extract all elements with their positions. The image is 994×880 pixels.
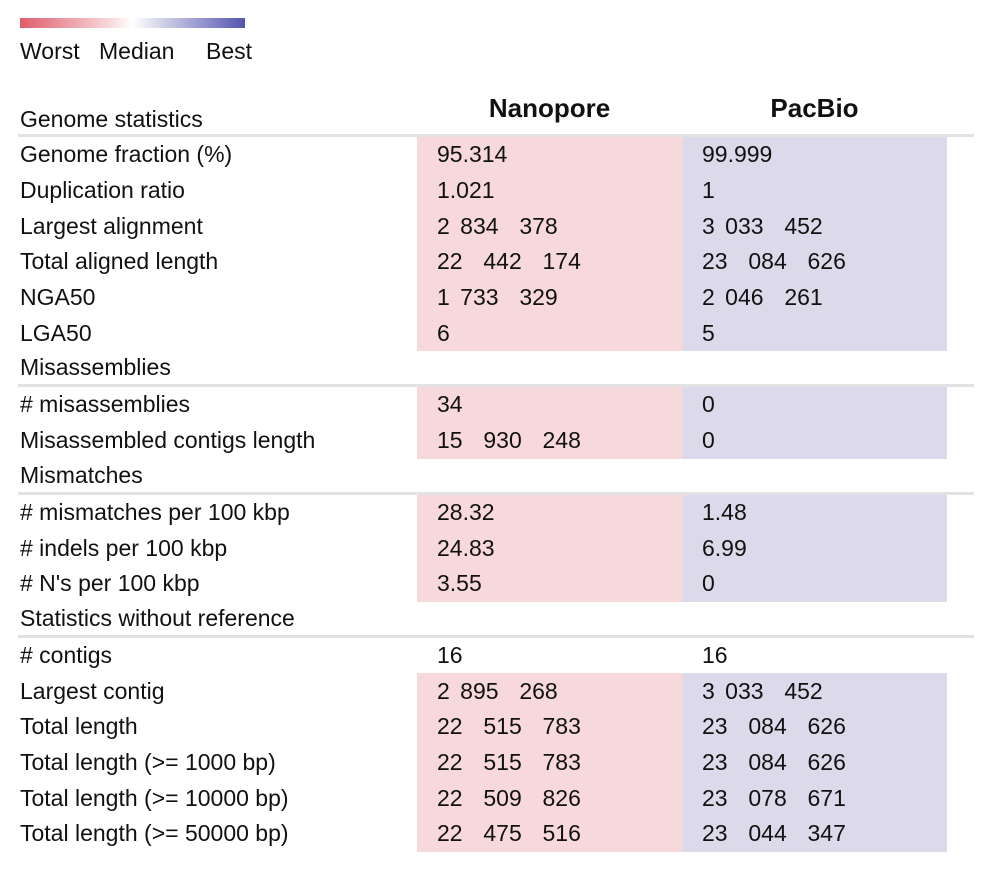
column-header-pacbio[interactable]: PacBio (770, 93, 859, 123)
table-row: LGA50 6 5 (18, 315, 974, 352)
table-row: Total length 22 515 783 23 084 626 (18, 708, 974, 745)
table-row: # contigs 16 16 (18, 638, 974, 674)
column-header-nanopore[interactable]: Nanopore (488, 93, 611, 123)
metric-label: NGA50 (20, 284, 96, 311)
metric-value-pacbio: 1 (682, 172, 947, 209)
metric-label: # N's per 100 kbp (20, 570, 200, 597)
table-row: # mismatches per 100 kbp 28.32 1.48 (18, 494, 974, 531)
legend-median-label: Median (99, 38, 175, 64)
section-title: Genome statistics (20, 106, 203, 132)
metric-value-nanopore: 2 895 268 (417, 673, 682, 709)
section-title: Statistics without reference (18, 602, 974, 638)
table-row: Largest contig 2 895 268 3 033 452 (18, 673, 974, 709)
metric-label: Total length (>= 1000 bp) (20, 748, 276, 775)
legend-gradient-bar (20, 18, 245, 28)
metric-value-pacbio: 23 078 671 (682, 780, 947, 816)
table-row: Largest alignment 2 834 378 3 033 452 (18, 208, 974, 245)
table-row: # misassemblies 34 0 (18, 387, 974, 423)
metric-value-nanopore: 1.021 (417, 172, 682, 209)
metric-value-nanopore: 22 515 783 (417, 708, 682, 745)
table-row: Total length (>= 1000 bp) 22 515 783 23 08… (18, 744, 974, 781)
metric-value-pacbio: 16 (702, 641, 728, 668)
metric-label: # indels per 100 kbp (20, 534, 228, 561)
metric-label: Genome fraction (%) (20, 141, 233, 168)
metric-value-nanopore: 22 475 516 (417, 816, 682, 852)
legend-labels: Worst Median Best (20, 38, 260, 68)
metric-label: Misassembled contigs length (20, 427, 316, 454)
heatmap-legend: Worst Median Best (20, 18, 260, 68)
table-row: # indels per 100 kbp 24.83 6.99 (18, 530, 974, 566)
metric-value-nanopore: 22 515 783 (417, 744, 682, 781)
table-row: Total length (>= 10000 bp) 22 509 826 23 0… (18, 780, 974, 816)
table-row: NGA50 1 733 329 2 046 261 (18, 279, 974, 316)
metric-value-nanopore: 24.83 (417, 530, 682, 566)
metric-value-pacbio: 0 (682, 387, 947, 423)
metric-value-pacbio: 23 084 626 (682, 244, 947, 280)
metric-value-pacbio: 23 084 626 (682, 708, 947, 745)
metric-value-nanopore: 16 (437, 641, 463, 668)
metric-value-nanopore: 2 834 378 (417, 208, 682, 245)
metric-label: Total aligned length (20, 248, 219, 275)
metric-value-pacbio: 1.48 (682, 494, 947, 531)
table-row: Total length (>= 50000 bp) 22 475 516 23 0… (18, 816, 974, 852)
metric-label: LGA50 (20, 319, 92, 346)
table-row: Misassembled contigs length 15 930 248 0 (18, 422, 974, 459)
metric-value-nanopore: 95.314 (417, 137, 682, 173)
metric-value-pacbio: 99.999 (682, 137, 947, 173)
metric-label: Largest alignment (20, 212, 203, 239)
metric-value-nanopore: 3.55 (417, 565, 682, 602)
metric-value-pacbio: 23 044 347 (682, 816, 947, 852)
metric-label: # contigs (20, 641, 113, 668)
quast-report-table: Genome statistics Nanopore PacBio Genome fr… (18, 88, 974, 852)
metric-value-nanopore: 15 930 248 (417, 422, 682, 459)
metric-value-nanopore: 1 733 329 (417, 279, 682, 316)
metric-value-nanopore: 22 509 826 (417, 780, 682, 816)
table-row: Genome fraction (%) 95.314 99.999 (18, 137, 974, 173)
metric-label: Total length (20, 713, 138, 740)
table-header-row: Genome statistics Nanopore PacBio (18, 88, 974, 137)
metric-label: Duplication ratio (20, 177, 185, 204)
section-title: Misassemblies (18, 351, 974, 388)
metric-label: # misassemblies (20, 391, 190, 418)
metric-label: Total length (>= 10000 bp) (20, 784, 289, 811)
metric-value-pacbio: 5 (682, 315, 947, 352)
table-row: Duplication ratio 1.021 1 (18, 172, 974, 209)
metric-value-nanopore: 28.32 (417, 494, 682, 531)
metric-value-pacbio: 0 (682, 422, 947, 459)
metric-value-pacbio: 3 033 452 (682, 208, 947, 245)
legend-worst-label: Worst (20, 38, 80, 64)
metric-value-pacbio: 6.99 (682, 530, 947, 566)
metric-label: Total length (>= 50000 bp) (20, 820, 289, 847)
metric-label: Largest contig (20, 677, 165, 704)
metric-value-pacbio: 3 033 452 (682, 673, 947, 709)
section-title: Mismatches (18, 459, 974, 495)
table-row: Total aligned length 22 442 174 23 084 626 (18, 244, 974, 280)
metric-value-pacbio: 0 (682, 565, 947, 602)
metric-label: # mismatches per 100 kbp (20, 498, 290, 525)
table-row: # N's per 100 kbp 3.55 0 (18, 565, 974, 602)
metric-value-nanopore: 22 442 174 (417, 244, 682, 280)
metric-value-pacbio: 23 084 626 (682, 744, 947, 781)
metric-value-pacbio: 2 046 261 (682, 279, 947, 316)
legend-best-label: Best (206, 38, 253, 64)
metric-value-nanopore: 34 (417, 387, 682, 423)
metric-value-nanopore: 6 (417, 315, 682, 352)
